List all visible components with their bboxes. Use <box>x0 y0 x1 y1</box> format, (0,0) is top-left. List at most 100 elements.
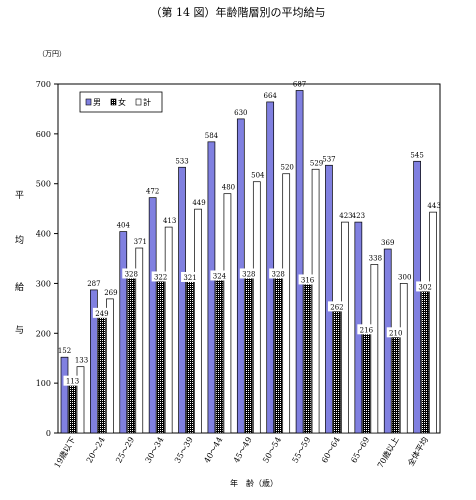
data-label-female: 322 <box>154 273 167 281</box>
y-tick-label: 0 <box>46 429 51 438</box>
bar-female <box>215 271 224 434</box>
data-label-total: 371 <box>134 238 147 246</box>
x-tick-label: 40～44 <box>202 436 224 465</box>
data-label-female: 328 <box>125 270 138 278</box>
data-label-female-bg <box>239 268 258 279</box>
bar-male <box>148 197 157 434</box>
data-label-female-bg <box>327 301 346 312</box>
data-label-male: 533 <box>175 157 188 165</box>
data-label-male: 545 <box>410 151 423 159</box>
data-label-total: 504 <box>251 172 265 180</box>
data-label-female: 324 <box>213 272 227 280</box>
bar-male <box>90 289 98 434</box>
bar-female <box>98 308 106 434</box>
data-label-female: 262 <box>330 303 343 311</box>
data-label-female-bg <box>416 281 435 292</box>
x-tick-label: 70歳以上 <box>375 435 401 470</box>
data-label-female: 316 <box>301 276 315 284</box>
data-label-female-bg <box>151 271 170 282</box>
data-label-total: 529 <box>310 159 323 167</box>
bar-female <box>391 327 400 434</box>
data-label-female: 302 <box>418 283 431 291</box>
legend-label: 男 <box>93 98 101 107</box>
x-axis-ticks: 19歳以下 20～24 25～29 30～34 35～39 40～44 45～49 50～54… <box>52 435 430 470</box>
bar-female <box>362 324 371 434</box>
data-label-female-bg <box>210 270 229 281</box>
data-label-male: 630 <box>234 109 247 117</box>
y-tick-label: 400 <box>36 230 51 239</box>
data-label-male: 687 <box>293 80 306 88</box>
bar-total <box>282 173 291 434</box>
data-label-female-bg <box>357 324 376 335</box>
bar-total <box>223 193 232 434</box>
data-label-male: 423 <box>352 212 365 220</box>
unit-label: （万円） <box>38 50 66 58</box>
bar-male <box>325 164 333 434</box>
data-label-male: 152 <box>58 347 71 355</box>
x-axis-label: 年 齢（歳） <box>230 478 278 488</box>
bar-total <box>370 264 379 434</box>
data-label-female: 113 <box>66 378 79 386</box>
x-tick-label: 19歳以下 <box>52 435 78 470</box>
data-label-female-bg <box>386 327 405 338</box>
y-axis-label-char: 与 <box>15 325 24 336</box>
bar-total <box>341 221 349 434</box>
bar-male <box>295 90 304 434</box>
data-label-male: 472 <box>146 188 159 196</box>
data-label-female: 321 <box>183 274 196 282</box>
bar-male <box>207 141 216 434</box>
legend-swatch <box>135 98 142 106</box>
data-label-female-bg <box>92 307 111 318</box>
data-label-male: 369 <box>381 239 394 247</box>
data-label-total: 443 <box>427 202 440 210</box>
x-tick-label: 30～34 <box>144 436 166 465</box>
bar-female <box>156 272 165 434</box>
bars <box>60 90 437 434</box>
data-label-total: 413 <box>163 217 176 225</box>
data-label-total: 480 <box>222 184 235 192</box>
data-label-male: 537 <box>322 155 335 163</box>
bar-female <box>421 282 429 434</box>
data-label-female: 249 <box>95 310 108 318</box>
bar-total <box>194 208 202 434</box>
bar-total <box>135 247 144 434</box>
bar-male <box>119 231 128 434</box>
data-label-female-bg <box>298 274 317 285</box>
bar-male <box>413 160 421 434</box>
bar-total <box>76 366 85 434</box>
data-label-female-bg <box>269 268 288 279</box>
legend-label: 女 <box>118 97 126 107</box>
data-label-total: 269 <box>104 289 117 297</box>
data-label-total: 520 <box>281 164 294 172</box>
y-tick-label: 100 <box>36 379 51 388</box>
y-tick-label: 700 <box>36 80 51 89</box>
x-tick-label: 55～59 <box>291 436 313 465</box>
x-tick-label: 全体平均 <box>405 435 430 468</box>
data-label-total: 423 <box>339 212 352 220</box>
bar-male <box>178 166 186 434</box>
y-axis-ticks: 0 100 200 300 400 500 600 700 <box>36 80 58 438</box>
data-label-female-bg <box>63 375 82 386</box>
bar-female <box>244 269 253 434</box>
y-tick-label: 500 <box>36 180 51 189</box>
data-label-male: 287 <box>87 280 100 288</box>
x-tick-label: 35～39 <box>173 436 195 465</box>
legend-swatch <box>85 98 92 106</box>
y-tick-label: 300 <box>36 279 51 288</box>
x-tick-label: 20～24 <box>85 436 107 465</box>
legend: 男女計 <box>79 91 163 113</box>
bar-male <box>266 101 275 434</box>
data-label-total: 300 <box>398 273 411 281</box>
bar-total <box>311 168 320 434</box>
data-label-female: 210 <box>389 329 402 337</box>
bar-female <box>303 275 312 434</box>
data-label-total: 449 <box>192 199 205 207</box>
data-label-female: 328 <box>272 270 285 278</box>
bar-total <box>429 211 437 434</box>
data-label-female: 328 <box>242 270 255 278</box>
y-axis-label-char: 均 <box>15 234 24 246</box>
data-label-female: 216 <box>360 326 374 334</box>
x-tick-label: 25～29 <box>114 436 136 465</box>
